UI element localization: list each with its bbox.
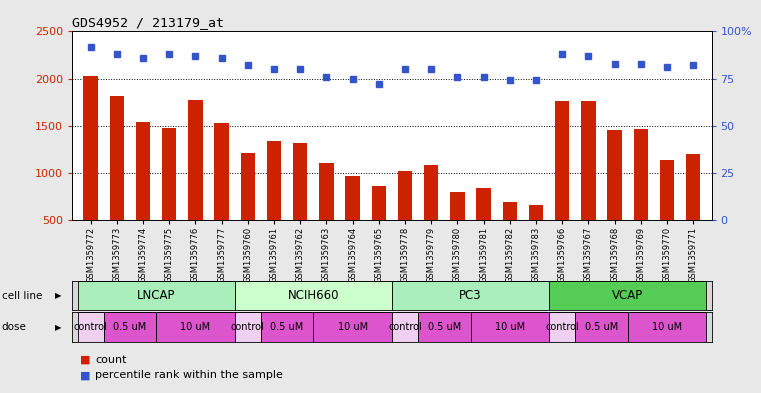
Bar <box>234 281 392 310</box>
Bar <box>188 100 202 220</box>
Bar <box>555 101 569 220</box>
Bar <box>575 312 628 342</box>
Text: ■: ■ <box>80 370 91 380</box>
Text: cell line: cell line <box>2 291 42 301</box>
Text: 0.5 uM: 0.5 uM <box>113 322 147 332</box>
Text: 10 uM: 10 uM <box>180 322 211 332</box>
Text: ▶: ▶ <box>56 291 62 300</box>
Text: 0.5 uM: 0.5 uM <box>270 322 304 332</box>
Bar <box>156 312 234 342</box>
Bar <box>424 165 438 220</box>
Bar <box>660 160 674 220</box>
Bar <box>78 312 103 342</box>
Bar <box>392 312 418 342</box>
Text: 10 uM: 10 uM <box>495 322 525 332</box>
Bar <box>84 76 98 220</box>
Bar <box>451 192 465 220</box>
Text: dose: dose <box>2 322 27 332</box>
Text: 0.5 uM: 0.5 uM <box>585 322 618 332</box>
Bar <box>103 312 156 342</box>
Text: NCIH660: NCIH660 <box>288 289 339 302</box>
Bar <box>162 128 177 220</box>
Bar <box>261 312 314 342</box>
Text: percentile rank within the sample: percentile rank within the sample <box>95 370 283 380</box>
Bar <box>314 312 392 342</box>
Text: 10 uM: 10 uM <box>652 322 682 332</box>
Text: control: control <box>546 322 579 332</box>
Bar <box>502 202 517 220</box>
Bar <box>607 130 622 220</box>
Bar <box>319 163 333 220</box>
Bar <box>628 312 706 342</box>
Bar <box>345 176 360 220</box>
Bar <box>398 171 412 220</box>
Text: 0.5 uM: 0.5 uM <box>428 322 461 332</box>
Bar <box>240 153 255 220</box>
Text: LNCAP: LNCAP <box>137 289 175 302</box>
Bar <box>267 141 282 220</box>
Bar <box>392 281 549 310</box>
Text: control: control <box>74 322 107 332</box>
Text: ▶: ▶ <box>56 323 62 332</box>
Bar <box>529 205 543 220</box>
Bar <box>549 312 575 342</box>
Bar <box>581 101 596 220</box>
Text: ■: ■ <box>80 354 91 365</box>
Bar <box>215 123 229 220</box>
Bar <box>418 312 470 342</box>
Bar <box>470 312 549 342</box>
Bar <box>549 281 706 310</box>
Text: count: count <box>95 354 126 365</box>
Bar <box>476 188 491 220</box>
Bar <box>135 122 150 220</box>
Text: 10 uM: 10 uM <box>338 322 368 332</box>
Bar <box>110 95 124 220</box>
Text: control: control <box>231 322 265 332</box>
Text: control: control <box>388 322 422 332</box>
Bar <box>371 186 386 220</box>
Bar <box>686 154 700 220</box>
Text: VCAP: VCAP <box>612 289 643 302</box>
Bar <box>78 281 234 310</box>
Bar <box>234 312 261 342</box>
Text: GDS4952 / 213179_at: GDS4952 / 213179_at <box>72 16 224 29</box>
Bar <box>634 129 648 220</box>
Text: PC3: PC3 <box>459 289 482 302</box>
Bar <box>293 143 307 220</box>
